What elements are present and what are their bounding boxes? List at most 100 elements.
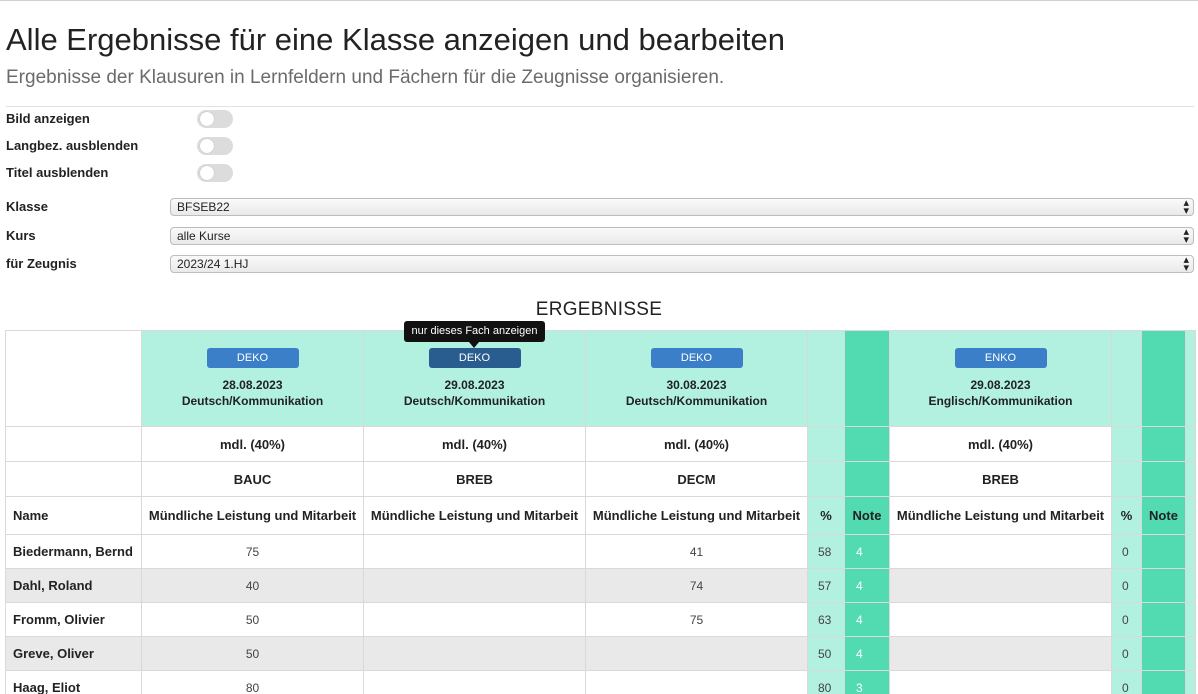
tooltip-arrow [469, 342, 479, 348]
pct-spacer [807, 461, 845, 497]
page-title: Alle Ergebnisse für eine Klasse anzeigen… [6, 22, 785, 57]
grade-cell[interactable] [363, 602, 586, 637]
toggle-knob [200, 166, 214, 180]
pct-cell: 0 [1111, 534, 1142, 569]
grade-cell[interactable]: 74 [585, 568, 808, 603]
note-header-spacer [844, 330, 890, 427]
overflow-column [1185, 670, 1196, 694]
column-header: Mündliche Leistung und Mitarbeit [141, 496, 364, 535]
subject-filter-button[interactable]: DEKO [428, 348, 521, 368]
grade-cell[interactable]: 75 [585, 602, 808, 637]
pct-spacer [807, 426, 845, 462]
page-subtitle: Ergebnisse der Klausuren in Lernfeldern … [6, 67, 725, 88]
note-cell [1141, 636, 1186, 671]
subject-date: 29.08.2023 [444, 378, 505, 392]
grade-cell[interactable] [889, 534, 1112, 569]
subject-filter-tooltip: nur dieses Fach anzeigen [404, 321, 545, 342]
grade-cell[interactable] [363, 568, 586, 603]
pct-cell: 50 [807, 636, 845, 671]
grade-cell[interactable]: 40 [141, 568, 364, 603]
student-name: Haag, Eliot [5, 670, 142, 694]
grade-cell[interactable]: 41 [585, 534, 808, 569]
pct-column-header: % [1111, 496, 1142, 535]
pct-cell: 63 [807, 602, 845, 637]
note-cell: 4 [844, 534, 890, 569]
note-column-header: Note [1141, 496, 1186, 535]
grade-cell[interactable] [585, 670, 808, 694]
overflow-column [1185, 496, 1196, 535]
hide-title-toggle[interactable] [197, 164, 233, 182]
grade-cell[interactable] [363, 636, 586, 671]
divider [6, 106, 1194, 107]
results-section-title: ERGEBNISSE [535, 299, 663, 320]
header-corner [5, 330, 142, 427]
pct-cell: 80 [807, 670, 845, 694]
note-cell: 4 [844, 568, 890, 603]
subject-date: 30.08.2023 [666, 378, 727, 392]
course-select[interactable]: alle Kurse ▴ ▾ [170, 226, 1194, 246]
subject-filter-button[interactable]: DEKO [206, 348, 299, 368]
subject-name: Englisch/Kommunikation [928, 394, 1073, 408]
pct-cell: 0 [1111, 670, 1142, 694]
subject-filter-button[interactable]: ENKO [954, 348, 1047, 368]
course-label: Kurs [6, 228, 36, 243]
top-border [0, 0, 1198, 1]
report-select-value: 2023/24 1.HJ [177, 257, 249, 271]
overflow-column [1185, 426, 1196, 462]
toggle-knob [200, 139, 214, 153]
column-header: Mündliche Leistung und Mitarbeit [363, 496, 586, 535]
grade-cell[interactable]: 75 [141, 534, 364, 569]
overflow-column [1185, 534, 1196, 569]
empty-cell [5, 426, 142, 462]
subject-name: Deutsch/Kommunikation [625, 394, 768, 408]
note-spacer [844, 461, 890, 497]
select-arrows-icon: ▴ ▾ [1183, 197, 1189, 217]
note-cell: 4 [844, 602, 890, 637]
student-name: Fromm, Olivier [5, 602, 142, 637]
subject-name: Deutsch/Kommunikation [181, 394, 324, 408]
results-table: DEKO 28.08.2023 Deutsch/Kommunikation DE… [5, 330, 1196, 694]
note-cell [1141, 534, 1186, 569]
grade-cell[interactable] [889, 670, 1112, 694]
subject-filter-button[interactable]: DEKO [650, 348, 743, 368]
name-column-header: Name [5, 496, 142, 535]
grade-cell[interactable] [585, 636, 808, 671]
student-name: Dahl, Roland [5, 568, 142, 603]
pct-cell: 0 [1111, 602, 1142, 637]
teacher-code: DECM [585, 461, 808, 497]
pct-spacer [1111, 461, 1142, 497]
header-row-type: mdl. (40%) mdl. (40%) mdl. (40%) mdl. (4… [5, 426, 1196, 462]
grade-cell[interactable]: 50 [141, 636, 364, 671]
grade-cell[interactable]: 80 [141, 670, 364, 694]
header-row-teacher: BAUC BREB DECM BREB [5, 461, 1196, 497]
course-select-value: alle Kurse [177, 229, 231, 243]
grade-cell[interactable] [889, 636, 1112, 671]
report-label: für Zeugnis [6, 256, 77, 271]
note-spacer [1141, 461, 1186, 497]
grade-cell[interactable] [889, 602, 1112, 637]
grade-cell[interactable] [363, 534, 586, 569]
grade-cell[interactable] [363, 670, 586, 694]
overflow-column [1185, 636, 1196, 671]
note-cell: 4 [844, 636, 890, 671]
table-row: Greve, Oliver 50 50 4 0 [5, 636, 1196, 671]
grade-cell[interactable]: 50 [141, 602, 364, 637]
teacher-code: BAUC [141, 461, 364, 497]
note-column-header: Note [844, 496, 890, 535]
pct-header-spacer [1111, 330, 1142, 427]
empty-cell [5, 461, 142, 497]
pct-cell: 0 [1111, 568, 1142, 603]
header-row-subjects: DEKO 28.08.2023 Deutsch/Kommunikation DE… [5, 330, 1196, 427]
class-label: Klasse [6, 199, 48, 214]
note-cell [1141, 568, 1186, 603]
report-select[interactable]: 2023/24 1.HJ ▴ ▾ [170, 255, 1194, 274]
select-arrows-icon: ▴ ▾ [1183, 226, 1189, 246]
show-image-label: Bild anzeigen [6, 111, 90, 126]
grade-cell[interactable] [889, 568, 1112, 603]
teacher-code: BREB [363, 461, 586, 497]
hide-longname-toggle[interactable] [197, 137, 233, 155]
hide-longname-label: Langbez. ausblenden [6, 138, 139, 153]
show-image-toggle[interactable] [197, 110, 233, 128]
note-cell [1141, 602, 1186, 637]
class-select[interactable]: BFSEB22 ▴ ▾ [170, 197, 1194, 217]
